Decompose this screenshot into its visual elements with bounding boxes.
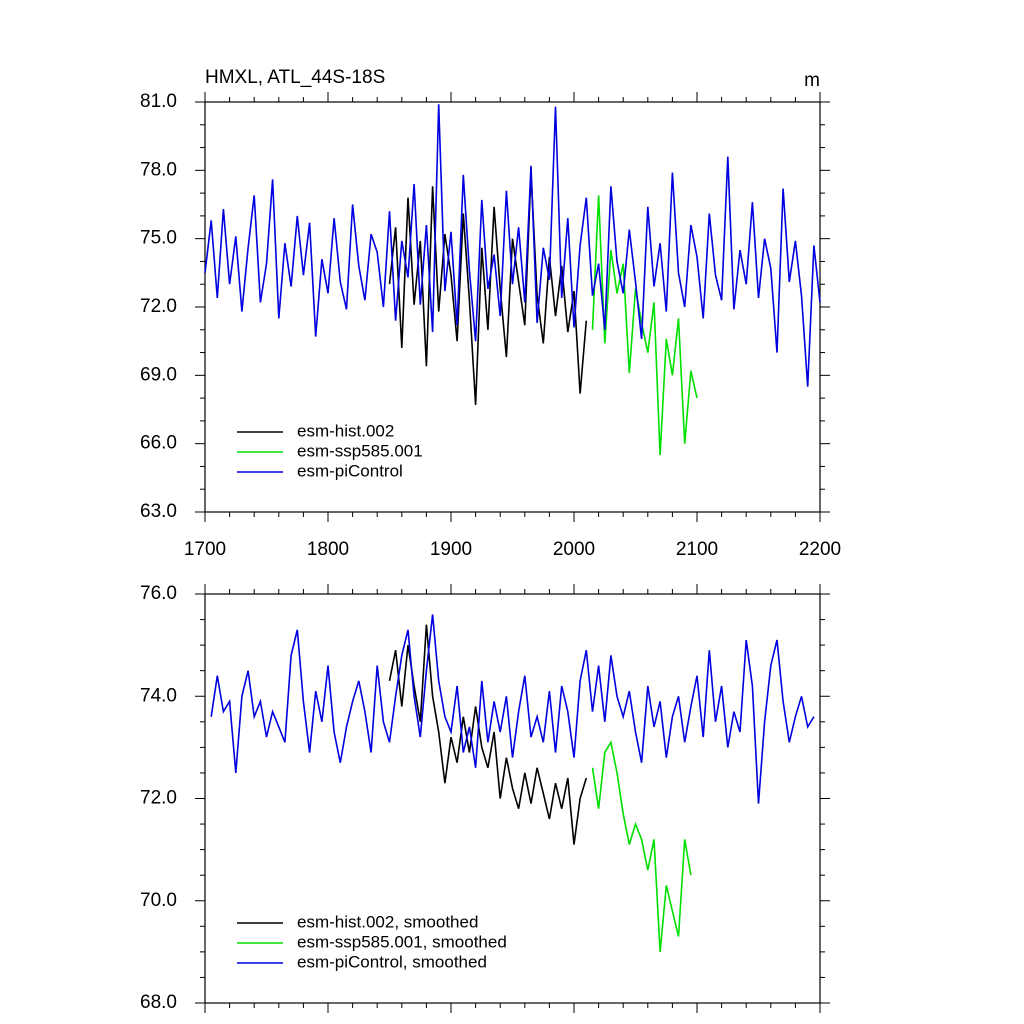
series-line — [210, 614, 815, 804]
series-line — [591, 740, 692, 952]
y-tick-label: 81.0 — [140, 91, 177, 112]
x-tick-label: 1800 — [307, 539, 349, 560]
x-tick-label: 1900 — [430, 539, 472, 560]
x-tick-label: 1700 — [184, 539, 226, 560]
y-tick-label: 69.0 — [140, 364, 177, 385]
series-line — [591, 195, 698, 456]
y-tick-label: 78.0 — [140, 159, 177, 180]
legend-label: esm-piControl, smoothed — [297, 952, 487, 971]
legend-label: esm-hist.002 — [297, 421, 394, 440]
y-tick-label: 68.0 — [140, 992, 177, 1013]
y-tick-label: 76.0 — [140, 583, 177, 604]
legend-label: esm-hist.002, smoothed — [297, 912, 478, 931]
chart-title: HMXL, ATL_44S-18S — [205, 67, 385, 88]
x-tick-label: 2100 — [676, 539, 718, 560]
units-label: m — [804, 70, 820, 91]
y-tick-label: 75.0 — [140, 228, 177, 249]
y-tick-label: 70.0 — [140, 890, 177, 911]
legend-label: esm-piControl — [297, 461, 403, 480]
x-tick-label: 2000 — [553, 539, 595, 560]
x-tick-label: 2200 — [799, 539, 841, 560]
y-tick-label: 72.0 — [140, 788, 177, 809]
y-tick-label: 66.0 — [140, 433, 177, 454]
y-tick-label: 74.0 — [140, 685, 177, 706]
y-tick-label: 72.0 — [140, 296, 177, 317]
legend-label: esm-ssp585.001, smoothed — [297, 932, 507, 951]
series-line — [388, 624, 588, 845]
series-line — [204, 104, 821, 387]
legend-label: esm-ssp585.001 — [297, 441, 423, 460]
y-tick-label: 63.0 — [140, 501, 177, 522]
